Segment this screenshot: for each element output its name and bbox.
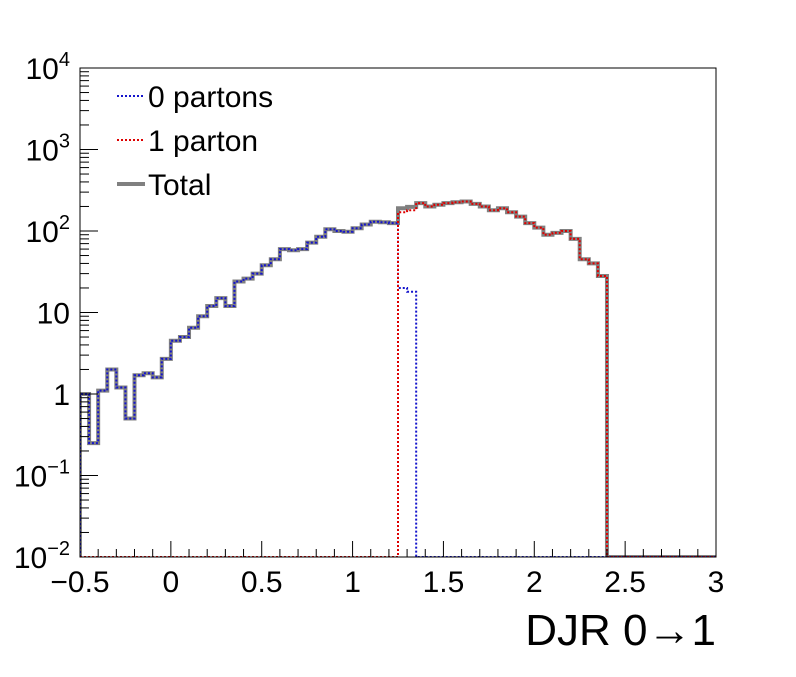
x-tick-label: 1.5 bbox=[423, 566, 465, 599]
y-tick-label: 10−1 bbox=[14, 457, 70, 494]
series-0-partons-line bbox=[80, 220, 716, 557]
x-tick-label: 3 bbox=[708, 566, 725, 599]
legend: 0 partons 1 parton Total bbox=[117, 81, 273, 202]
y-tick-label: 1 bbox=[53, 379, 70, 412]
legend-label: 1 parton bbox=[148, 125, 258, 158]
series-1-parton-line bbox=[80, 200, 716, 557]
x-tick-label: 2.5 bbox=[604, 566, 646, 599]
y-tick-label: 104 bbox=[26, 49, 71, 86]
x-tick-label: 1 bbox=[344, 566, 361, 599]
x-tick-label: 2 bbox=[526, 566, 543, 599]
legend-label: 0 partons bbox=[148, 81, 273, 114]
legend-label: Total bbox=[148, 169, 211, 202]
y-tick-label: 102 bbox=[26, 212, 71, 249]
x-tick-label: −0.5 bbox=[50, 566, 109, 599]
y-tick-label: 10 bbox=[37, 298, 70, 331]
x-tick-label: 0 bbox=[163, 566, 180, 599]
y-tick-label: 10−2 bbox=[14, 538, 70, 575]
x-axis-title: DJR 0→1 bbox=[525, 606, 716, 655]
y-tick-label: 103 bbox=[26, 131, 71, 168]
x-tick-label: 0.5 bbox=[241, 566, 283, 599]
